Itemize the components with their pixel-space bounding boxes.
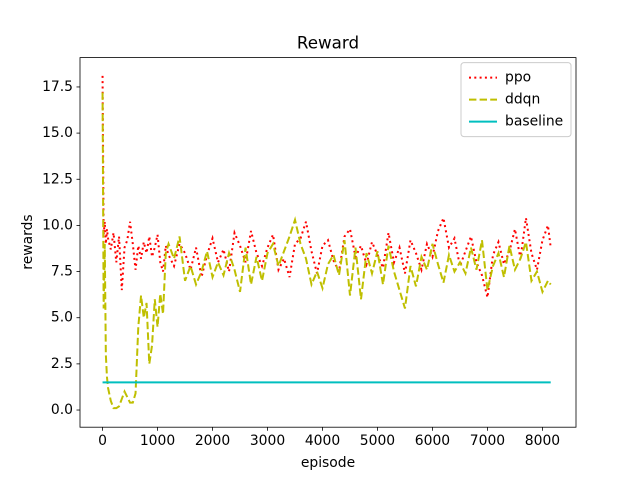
x-tick-label: 7000 xyxy=(470,433,505,449)
series-line xyxy=(101,75,552,298)
legend-label: ddqn xyxy=(505,92,540,108)
y-tick-label: 0.0 xyxy=(51,402,73,418)
legend-box xyxy=(460,62,572,138)
x-tick-label: 1000 xyxy=(140,433,175,449)
y-axis-label: rewards xyxy=(20,214,36,269)
legend-label: ppo xyxy=(505,70,531,86)
x-tick-label: 5000 xyxy=(360,433,395,449)
y-tick-label: 7.5 xyxy=(51,264,73,280)
x-tick-label: 2000 xyxy=(195,433,230,449)
x-axis-label: episode xyxy=(301,455,355,471)
y-tick-label: 12.5 xyxy=(42,171,73,187)
series-line xyxy=(101,92,552,410)
y-tick-label: 15.0 xyxy=(42,125,73,141)
legend-label: baseline xyxy=(505,114,563,130)
x-tick-label: 3000 xyxy=(250,433,285,449)
y-tick-label: 5.0 xyxy=(51,310,73,326)
y-tick-label: 2.5 xyxy=(51,356,73,372)
y-tick-label: 10.0 xyxy=(42,217,73,233)
x-tick-label: 0 xyxy=(98,433,107,449)
axes-frame xyxy=(79,57,577,428)
chart-title: Reward xyxy=(297,33,359,53)
x-tick-label: 6000 xyxy=(415,433,450,449)
y-tick-label: 17.5 xyxy=(42,79,73,95)
x-tick-label: 4000 xyxy=(305,433,340,449)
x-tick-label: 8000 xyxy=(525,433,560,449)
